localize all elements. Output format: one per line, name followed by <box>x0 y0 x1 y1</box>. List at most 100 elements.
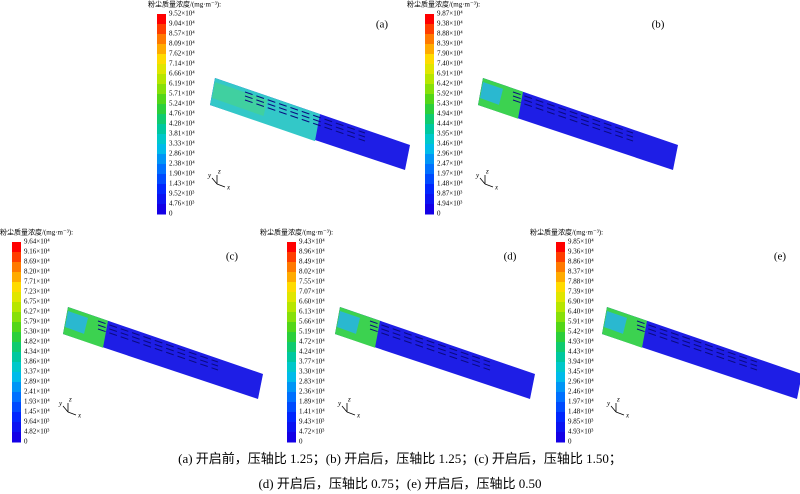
colorbar-tick-label: 4.82×10⁴ <box>24 338 50 346</box>
colorbar-segment <box>287 432 296 443</box>
colorbar-segment <box>157 134 166 145</box>
colorbar-tick-label: 9.64×10⁴ <box>24 238 50 246</box>
axis-triad-label: y <box>207 172 212 180</box>
panel-label: (c) <box>226 251 239 263</box>
dust-zone <box>604 311 627 334</box>
colorbar-segment <box>556 332 565 343</box>
colorbar-segment <box>425 44 434 55</box>
axis-triad <box>216 183 226 188</box>
colorbar-segment <box>287 342 296 353</box>
axis-triad <box>610 405 617 413</box>
colorbar-tick-label: 1.48×10⁴ <box>568 408 594 416</box>
colorbar-tick-label: 4.93×10³ <box>568 428 593 436</box>
colorbar-tick-label: 9.16×10⁴ <box>24 248 50 256</box>
colorbar-tick-label: 8.69×10⁴ <box>24 258 50 266</box>
panel: 粉尘质量浓度/(mg·m⁻³):9.43×10⁴ 8.96×10⁴ 8.49×10⁴… <box>260 228 535 446</box>
colorbar-tick-label: 1.89×10⁴ <box>299 398 325 406</box>
flow-streak <box>369 320 491 363</box>
colorbar-tick-label: 4.93×10⁴ <box>568 338 594 346</box>
colorbar-segment <box>157 194 166 205</box>
panel: 粉尘质量浓度/(mg·m⁻³):9.52×10⁴ 9.04×10⁴ 8.57×10⁴… <box>148 0 410 218</box>
colorbar-segment <box>287 312 296 323</box>
colorbar-segment <box>12 362 21 373</box>
colorbar-tick-label: 7.55×10⁴ <box>299 278 325 286</box>
colorbar-tick-label: 9.85×10⁴ <box>568 238 594 246</box>
axis-triad-label: y <box>606 400 611 408</box>
caption: (d) 开启后，压轴比 0.75；(e) 开启后，压轴比 0.50 <box>258 476 541 492</box>
colorbar-tick-label: 2.89×10⁴ <box>24 378 50 386</box>
axis-triad <box>615 411 625 416</box>
colorbar-tick-label: 6.13×10⁴ <box>299 308 325 316</box>
axis-triad <box>484 183 494 188</box>
flow-streak <box>636 320 758 363</box>
colorbar-tick-label: 6.42×10⁴ <box>437 80 463 88</box>
colorbar-tick-label: 1.48×10⁴ <box>437 180 463 188</box>
flow-streak <box>512 91 634 134</box>
colorbar-segment <box>12 352 21 363</box>
colorbar-tick-label: 5.92×10⁴ <box>437 90 463 98</box>
colorbar-segment <box>556 392 565 403</box>
colorbar-segment <box>287 412 296 423</box>
colorbar-segment <box>12 312 21 323</box>
flow-streak <box>244 99 366 142</box>
colorbar-segment <box>287 282 296 293</box>
colorbar-segment <box>556 292 565 303</box>
colorbar-tick-label: 9.38×10⁴ <box>437 20 463 28</box>
colorbar-tick-label: 5.30×10⁴ <box>24 328 50 336</box>
panel-label: (a) <box>376 19 389 31</box>
colorbar-segment <box>12 422 21 433</box>
colorbar-tick-label: 3.77×10⁴ <box>299 358 325 366</box>
flow-streak <box>369 328 491 371</box>
axis-triad-label: z <box>68 396 72 404</box>
colorbar-tick-label: 4.24×10⁴ <box>299 348 325 356</box>
colorbar-segment <box>12 242 21 253</box>
colorbar-segment <box>425 94 434 105</box>
colorbar-segment <box>157 154 166 165</box>
colorbar-tick-label: 8.39×10⁴ <box>437 40 463 48</box>
colorbar-tick-label: 2.86×10⁴ <box>169 150 195 158</box>
colorbar-title: 粉尘质量浓度/(mg·m⁻³): <box>407 0 480 9</box>
colorbar-tick-label: 2.41×10⁴ <box>24 388 50 396</box>
colorbar-tick-label: 6.75×10⁴ <box>24 298 50 306</box>
colorbar-title: 粉尘质量浓度/(mg·m⁻³): <box>260 228 333 237</box>
colorbar-tick-label: 1.97×10⁴ <box>437 170 463 178</box>
colorbar-tick-label: 5.43×10⁴ <box>437 100 463 108</box>
colorbar-segment <box>12 432 21 443</box>
flow-streak <box>244 95 366 138</box>
colorbar-segment <box>12 282 21 293</box>
colorbar-tick-label: 3.45×10⁴ <box>568 368 594 376</box>
colorbar-segment <box>425 14 434 25</box>
colorbar-tick-label: 3.46×10⁴ <box>437 140 463 148</box>
colorbar-segment <box>12 402 21 413</box>
colorbar-segment <box>556 252 565 263</box>
colorbar-segment <box>556 302 565 313</box>
panel-label: (b) <box>652 19 665 31</box>
colorbar-segment <box>157 64 166 75</box>
colorbar-segment <box>556 242 565 253</box>
colorbar-segment <box>556 342 565 353</box>
axis-triad <box>346 411 356 416</box>
colorbar-tick-label: 4.94×10⁴ <box>437 110 463 118</box>
colorbar-segment <box>12 412 21 423</box>
colorbar-segment <box>157 24 166 35</box>
colorbar-segment <box>157 104 166 115</box>
colorbar-tick-label: 9.85×10³ <box>568 418 593 426</box>
colorbar-segment <box>425 184 434 195</box>
colorbar-segment <box>425 34 434 45</box>
colorbar-segment <box>287 352 296 363</box>
colorbar-segment <box>425 174 434 185</box>
colorbar-segment <box>287 262 296 273</box>
colorbar-tick-label: 9.04×10⁴ <box>169 20 195 28</box>
colorbar-tick-label: 2.96×10⁴ <box>568 378 594 386</box>
colorbar-segment <box>556 272 565 283</box>
colorbar-tick-label: 3.81×10⁴ <box>169 130 195 138</box>
colorbar-tick-label: 6.27×10⁴ <box>24 308 50 316</box>
flow-streak <box>97 328 219 371</box>
colorbar-tick-label: 2.83×10⁴ <box>299 378 325 386</box>
colorbar-segment <box>12 382 21 393</box>
colorbar-segment <box>157 144 166 155</box>
axis-triad-label: x <box>226 184 231 192</box>
colorbar-segment <box>425 124 434 135</box>
axis-triad-label: x <box>356 412 361 420</box>
colorbar-segment <box>287 252 296 263</box>
